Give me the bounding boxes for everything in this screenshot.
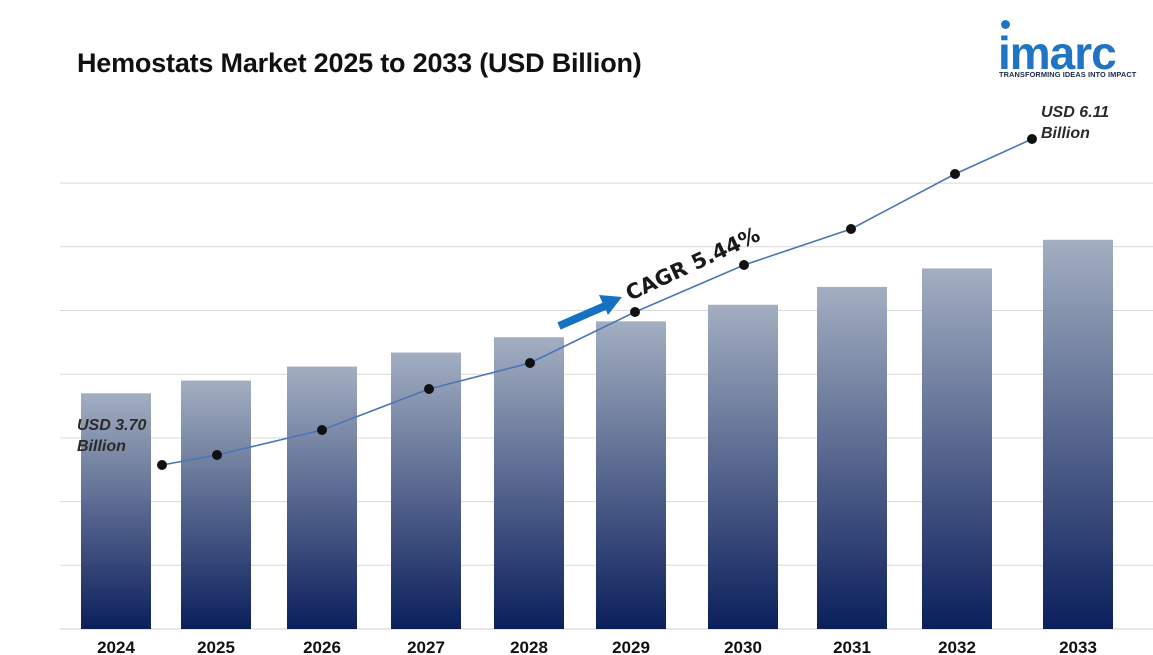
start-value-label-line2: Billion [77,438,126,455]
bar-2027 [391,352,461,629]
trend-marker-2029 [630,307,640,317]
logo-wordmark: imarc [998,27,1117,79]
trend-line [161,138,1033,466]
x-tick-label: 2033 [1059,638,1097,655]
x-tick-label: 2025 [197,638,235,655]
bar-2028 [494,337,564,629]
logo-dot [1001,20,1010,29]
x-tick-label: 2024 [97,638,135,655]
logo-tagline: TRANSFORMING IDEAS INTO IMPACT [999,70,1137,79]
trend-marker-2030 [739,260,749,270]
trend-marker-2024 [157,460,167,470]
trend-markers [157,134,1037,470]
bar-2033 [1043,239,1113,629]
x-tick-label: 2027 [407,638,445,655]
bar-2024 [81,393,151,629]
x-axis-labels: 2024 2025 2026 2027 2028 2029 2030 2031 2032 2033 [97,638,1097,655]
bar-2032 [922,268,992,629]
x-tick-label: 2031 [833,638,871,655]
trend-marker-2027 [424,384,434,394]
end-value-label-line2: Billion [1041,125,1090,142]
trend-marker-2026 [317,425,327,435]
bar-2030 [708,304,778,629]
bars [81,239,1113,629]
x-tick-label: 2029 [612,638,650,655]
x-tick-label: 2030 [724,638,762,655]
trend-marker-2028 [525,358,535,368]
x-tick-label: 2028 [510,638,548,655]
trend-marker-2033 [1027,134,1037,144]
bar-2031 [817,286,887,629]
bar-2029 [596,321,666,629]
bar-2026 [287,366,357,629]
bar-2025 [181,380,251,629]
trend-marker-2025 [212,450,222,460]
trend-marker-2031 [846,224,856,234]
chart-title: Hemostats Market 2025 to 2033 (USD Billi… [77,48,642,78]
imarc-logo: imarc TRANSFORMING IDEAS INTO IMPACT [998,18,1143,80]
trend-marker-2032 [950,169,960,179]
x-tick-label: 2032 [938,638,976,655]
start-value-label-line1: USD 3.70 [77,417,146,434]
end-value-label-line1: USD 6.11 [1041,104,1109,121]
cagr-arrow-icon [557,295,622,330]
x-tick-label: 2026 [303,638,341,655]
